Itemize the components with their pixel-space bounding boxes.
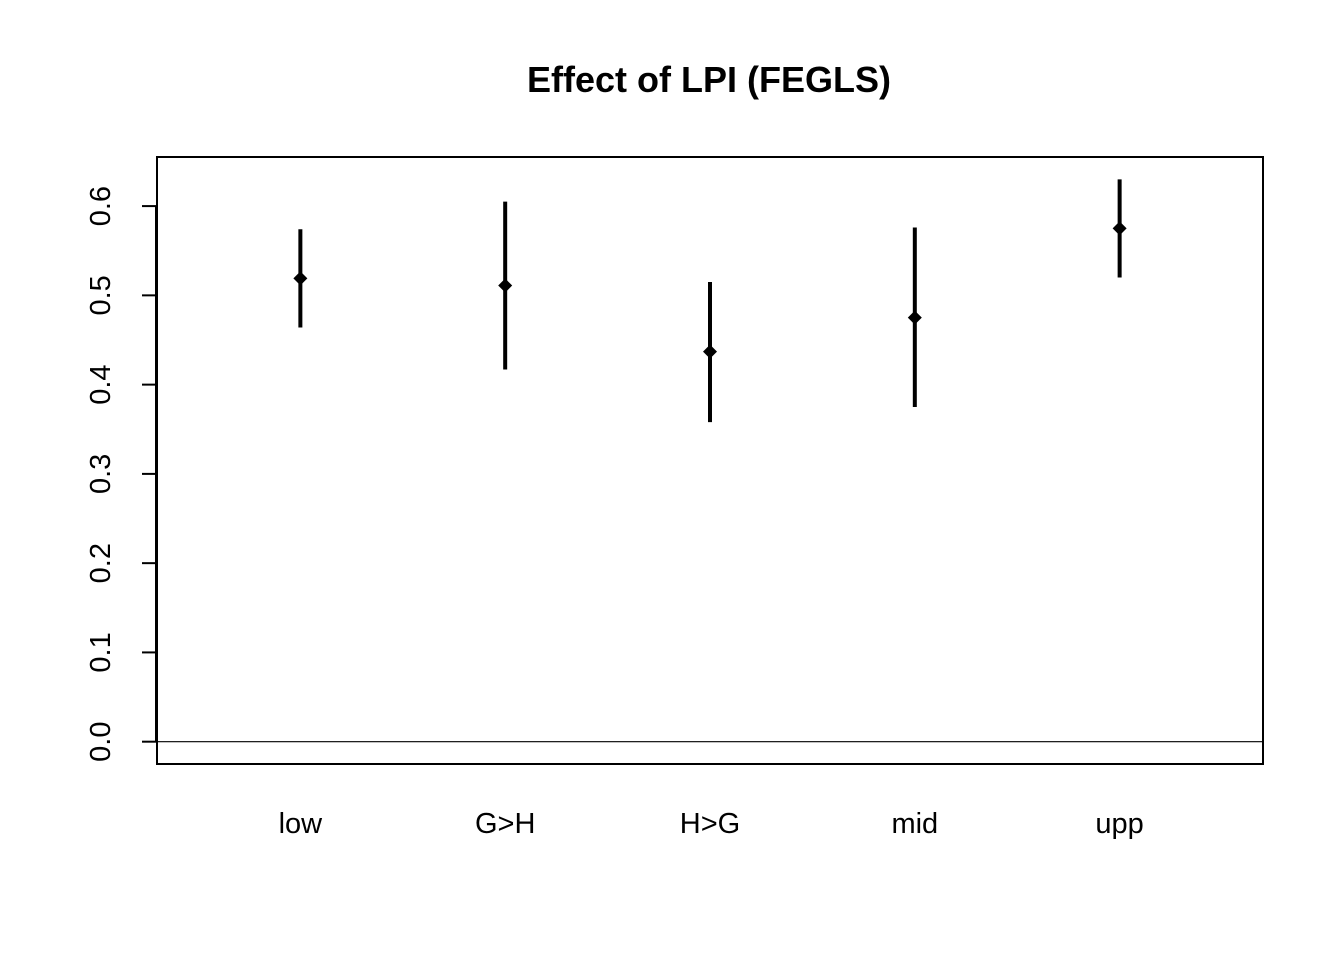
y-tick-label: 0.4 <box>85 364 117 404</box>
y-tick-label: 0.2 <box>85 543 117 583</box>
point-estimate <box>703 344 717 359</box>
category-label: low <box>279 808 324 840</box>
category-label: upp <box>1095 808 1143 840</box>
category-label: mid <box>891 808 938 840</box>
chart-title: Effect of LPI (FEGLS) <box>527 59 891 100</box>
y-tick-label: 0.6 <box>85 186 117 226</box>
point-estimate <box>293 271 308 286</box>
y-tick-label: 0.5 <box>85 275 117 315</box>
error-bar-marks <box>293 179 1127 423</box>
point-estimate <box>498 278 513 293</box>
y-tick-label: 0.1 <box>85 632 117 672</box>
point-estimate <box>907 310 922 325</box>
category-label: G>H <box>475 808 535 840</box>
y-tick-label: 0.0 <box>85 722 117 762</box>
category-label: H>G <box>680 808 740 840</box>
point-estimate <box>1112 221 1127 236</box>
x-axis-category-labels: low G>H H>G mid upp <box>279 808 1144 840</box>
y-tick-label: 0.3 <box>85 454 117 494</box>
y-axis: 0.0 0.1 0.2 0.3 0.4 0.5 0.6 <box>85 186 157 762</box>
plot-frame <box>156 156 1264 765</box>
